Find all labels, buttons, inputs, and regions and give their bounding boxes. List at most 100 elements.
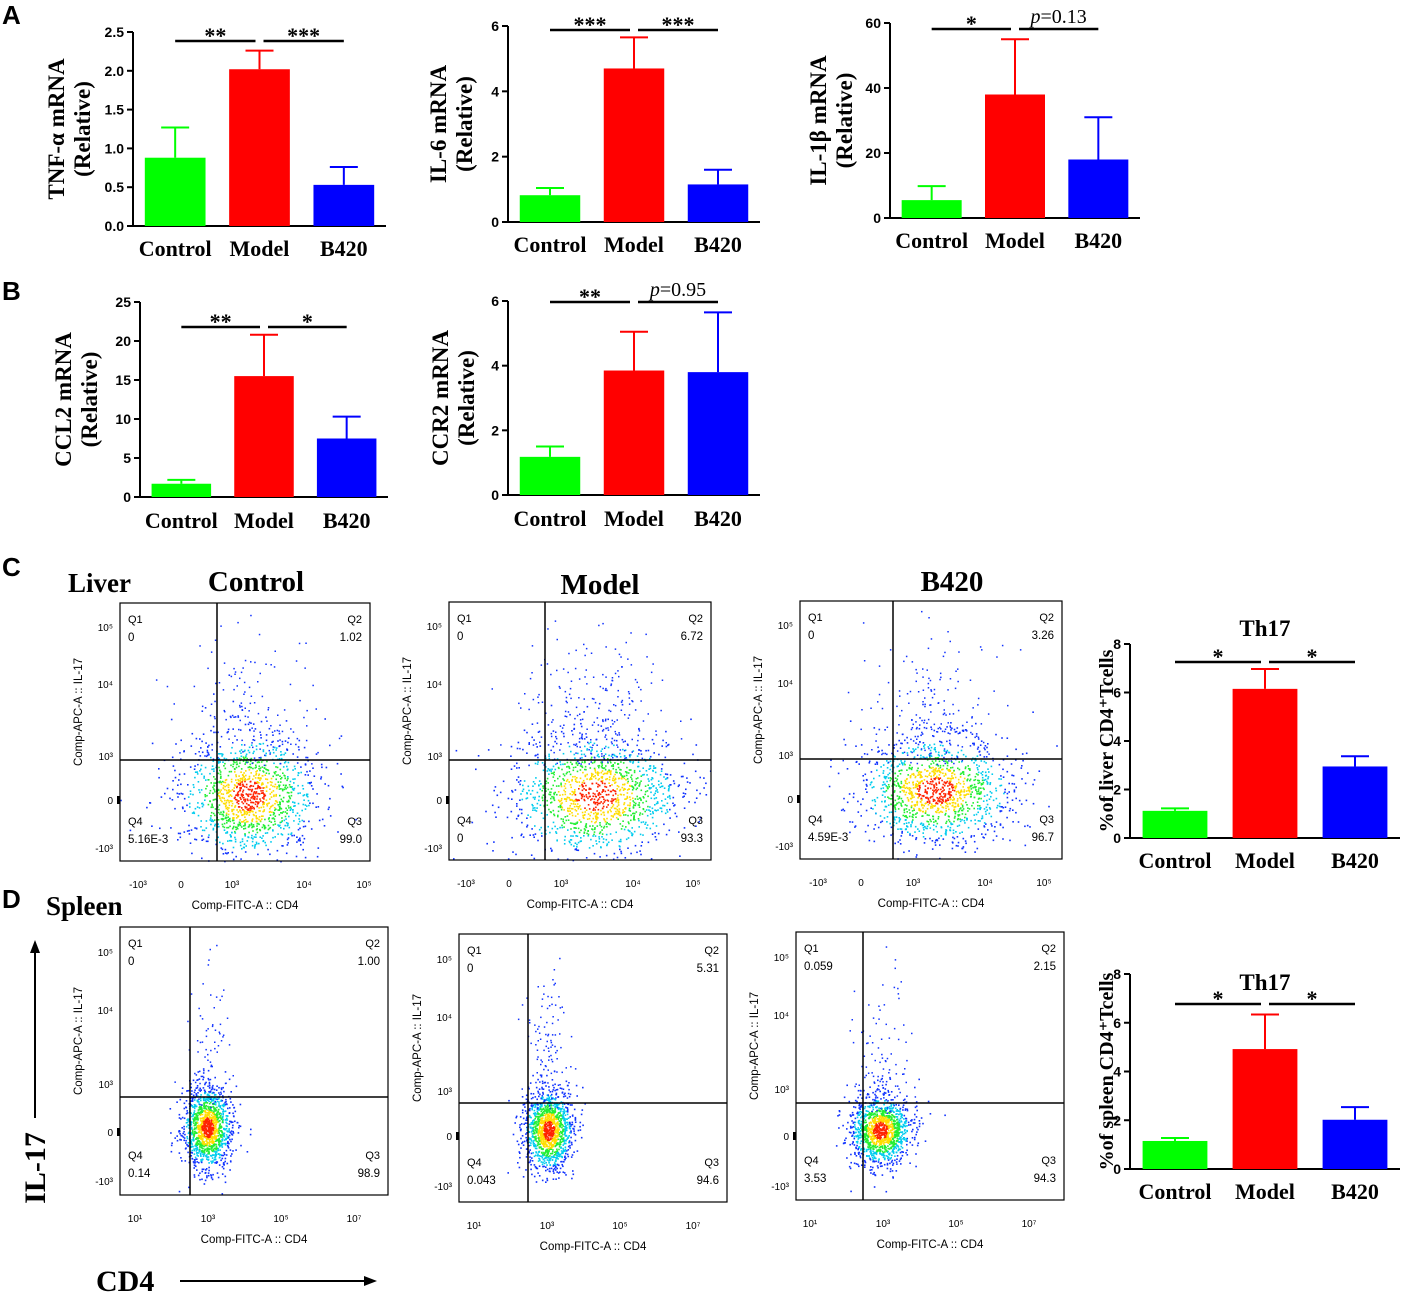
quadrant-value: 0 bbox=[808, 630, 814, 642]
flow-plot-liver_control: Q1 0 Q2 1.02 Q3 99.0 Q4 5.16E-3 -10³ 0 10³ 10⁴ 10⁵ 10… bbox=[73, 602, 372, 912]
significance-stars: * bbox=[1213, 986, 1224, 1011]
quadrant-value: 0 bbox=[467, 963, 473, 975]
bar-control bbox=[901, 200, 962, 218]
cd4-arrow-label: CD4 bbox=[96, 1265, 154, 1295]
plot-frame bbox=[799, 600, 1063, 860]
y-axis-label: Comp-APC-A :: IL-17 bbox=[749, 992, 761, 1100]
y-tick-label: 10³ bbox=[438, 1087, 453, 1098]
y-tick-label: 10³ bbox=[99, 1080, 114, 1091]
quadrant-name: Q1 bbox=[457, 613, 472, 625]
y-tick-label: 40 bbox=[865, 80, 881, 96]
event-dots bbox=[169, 944, 252, 1195]
quadrant-value: 98.9 bbox=[358, 1168, 380, 1180]
flow-plot-spleen_control: Q1 0 Q2 1.00 Q3 98.9 Q4 0.14 10¹ 10³ 10⁵ 10⁷ 10⁵ 10⁴ 1… bbox=[73, 926, 389, 1246]
quadrant-value: 6.72 bbox=[681, 631, 703, 643]
x-tick-label: 10¹ bbox=[128, 1214, 143, 1225]
flow-plot-liver_b420: Q1 0 Q2 3.26 Q3 96.7 Q4 4.59E-3 -10³ 0 10³ 10⁴ 10⁵ 10… bbox=[753, 600, 1063, 910]
spleen-label: Spleen bbox=[46, 891, 123, 921]
x-tick-label: 10¹ bbox=[467, 1221, 482, 1232]
quadrant-value: 5.16E-3 bbox=[128, 834, 168, 846]
quadrant-value: 4.59E-3 bbox=[808, 832, 848, 844]
x-tick-label: -10³ bbox=[129, 880, 147, 891]
y-tick-label: 0 bbox=[436, 796, 442, 807]
y-axis-label: %of liver CD4⁺Tcells bbox=[1096, 649, 1118, 832]
category-label: Model bbox=[234, 508, 294, 533]
il17-arrow-label: IL-17 bbox=[19, 1132, 52, 1204]
x-tick-label: 10⁵ bbox=[948, 1219, 963, 1230]
category-label: B420 bbox=[323, 508, 371, 533]
quadrant-value: 5.31 bbox=[697, 963, 719, 975]
category-label: Model bbox=[604, 506, 664, 531]
plot-frame bbox=[458, 933, 728, 1203]
y-tick-label: -10³ bbox=[95, 1177, 113, 1188]
event-dots bbox=[507, 957, 586, 1183]
category-label: B420 bbox=[694, 506, 742, 531]
category-label: Control bbox=[1139, 848, 1212, 873]
y-axis-label: %of spleen CD4⁺Tcells bbox=[1096, 972, 1118, 1170]
quadrant-name: Q2 bbox=[1039, 612, 1054, 624]
panel-label-b: B bbox=[2, 276, 21, 306]
y-tick-label: 10³ bbox=[779, 751, 794, 762]
x-tick-label: -10³ bbox=[809, 878, 827, 889]
y-axis-label: TNF-α mRNA(Relative) bbox=[44, 58, 95, 200]
y-axis-label: Comp-APC-A :: IL-17 bbox=[73, 987, 85, 1095]
x-tick-label: 10⁴ bbox=[296, 880, 311, 891]
bar-model bbox=[603, 370, 665, 495]
bar-control bbox=[519, 456, 581, 495]
quadrant-value: 93.3 bbox=[681, 833, 703, 845]
significance-stars: *** bbox=[287, 23, 320, 48]
y-tick-label: 4 bbox=[491, 358, 499, 374]
bar-b420 bbox=[687, 372, 749, 495]
category-label: Control bbox=[139, 236, 212, 261]
panel-label-d: D bbox=[2, 884, 21, 914]
quadrant-value: 0 bbox=[128, 956, 134, 968]
flow-plot-liver_model: Q1 0 Q2 6.72 Q3 93.3 Q4 0 -10³ 0 10³ 10⁴ 10⁵ 10⁵ 10⁴ 10… bbox=[402, 601, 712, 911]
category-label: Control bbox=[895, 228, 968, 253]
liver-label: Liver bbox=[68, 568, 131, 598]
quadrant-name: Q3 bbox=[1039, 814, 1054, 826]
x-tick-label: 10⁵ bbox=[612, 1221, 627, 1232]
bar-model bbox=[229, 69, 290, 226]
significance-stars: ** bbox=[579, 284, 601, 309]
y-tick-label: 10⁴ bbox=[98, 1006, 113, 1017]
category-label: Model bbox=[230, 236, 290, 261]
y-tick-label: 2 bbox=[1113, 782, 1121, 798]
quadrant-name: Q1 bbox=[128, 614, 143, 626]
category-label: Control bbox=[514, 232, 587, 257]
y-tick-label: 25 bbox=[115, 294, 131, 310]
y-tick-label: 1.0 bbox=[105, 140, 125, 156]
quadrant-value: 0.14 bbox=[128, 1168, 151, 1180]
quadrant-value: 1.02 bbox=[340, 632, 362, 644]
y-tick-label: 2 bbox=[1113, 1112, 1121, 1128]
quadrant-name: Q3 bbox=[704, 1157, 719, 1169]
group-title-control: Control bbox=[208, 566, 304, 598]
y-tick-label: 2 bbox=[491, 422, 499, 438]
category-label: Control bbox=[1139, 1179, 1212, 1204]
x-axis-label: Comp-FITC-A :: CD4 bbox=[877, 1239, 984, 1251]
category-label: Model bbox=[1235, 848, 1295, 873]
category-label: B420 bbox=[694, 232, 742, 257]
bar-b420 bbox=[687, 184, 749, 222]
y-tick-label: 4 bbox=[1113, 1064, 1121, 1080]
significance-stars: * bbox=[1307, 986, 1318, 1011]
y-tick-label: 0 bbox=[873, 210, 881, 226]
y-axis-label: IL-6 mRNA(Relative) bbox=[426, 65, 477, 184]
bar-b420 bbox=[313, 184, 375, 226]
bar-control bbox=[519, 195, 581, 222]
quadrant-name: Q3 bbox=[1041, 1155, 1056, 1167]
quadrant-name: Q1 bbox=[467, 945, 482, 957]
quadrant-value: 94.3 bbox=[1034, 1173, 1056, 1185]
significance-stars: *** bbox=[662, 12, 695, 37]
event-dots bbox=[835, 946, 946, 1193]
significance-stars: ** bbox=[210, 309, 232, 334]
chart-th17_liver: 0 2 4 6 8 Control Model B420 * * %of liver CD4⁺Tce… bbox=[1096, 616, 1400, 873]
quadrant-name: Q2 bbox=[1041, 943, 1056, 955]
x-axis-label: Comp-FITC-A :: CD4 bbox=[192, 900, 299, 912]
quadrant-name: Q2 bbox=[688, 613, 703, 625]
significance-stars: *** bbox=[574, 12, 607, 37]
bar-model bbox=[1232, 1049, 1298, 1169]
category-label: Model bbox=[604, 232, 664, 257]
